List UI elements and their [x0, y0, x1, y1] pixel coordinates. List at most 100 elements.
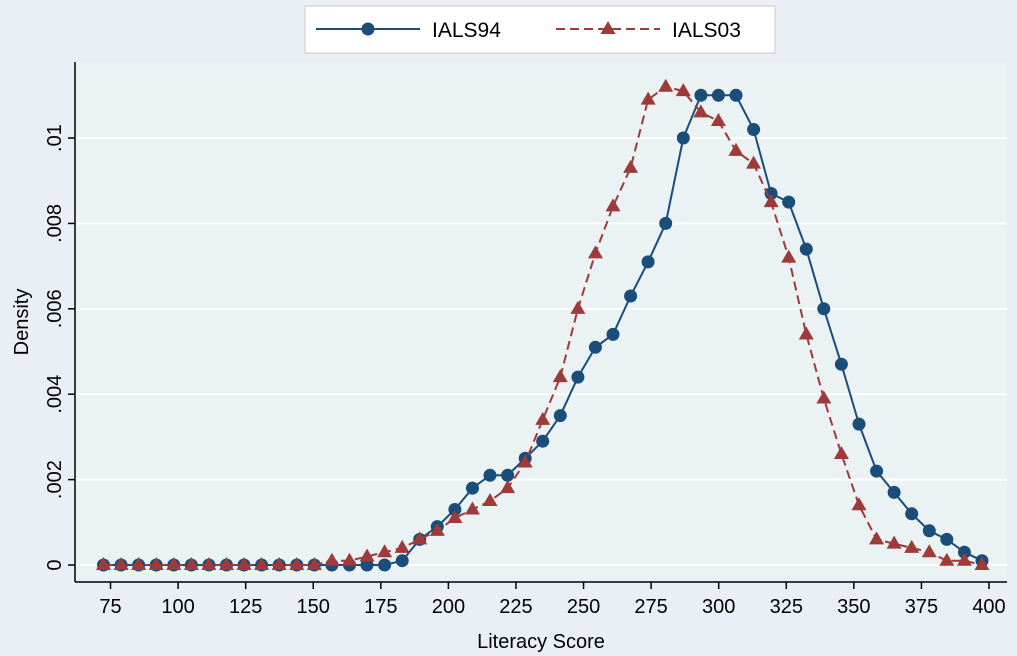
- data-point-ials03: [798, 326, 814, 340]
- data-point-ials94: [466, 481, 479, 495]
- data-point-ials03: [904, 539, 920, 553]
- data-point-ials03: [921, 544, 937, 558]
- data-point-ials03: [218, 557, 234, 570]
- series-line-ials03: [103, 85, 983, 566]
- data-point-ials03: [763, 194, 779, 208]
- x-tick-label: 225: [499, 596, 532, 618]
- data-point-ials94: [483, 468, 497, 482]
- series: [95, 78, 990, 572]
- x-tick-label: 400: [972, 596, 1005, 618]
- legend-label-ials03: IALS03: [672, 19, 741, 42]
- data-point-ials03: [306, 557, 322, 570]
- data-point-ials03: [447, 510, 463, 524]
- data-point-ials03: [166, 557, 182, 570]
- y-tick-label: .006: [44, 289, 66, 328]
- x-tick-label: 300: [702, 596, 735, 618]
- plot-area: [75, 62, 1007, 582]
- x-tick-label: 375: [905, 596, 938, 618]
- data-point-ials03: [693, 104, 709, 118]
- data-point-ials03: [201, 557, 217, 570]
- y-tick-label: .004: [44, 375, 66, 414]
- data-point-ials03: [781, 249, 797, 263]
- data-point-ials03: [359, 548, 375, 562]
- data-point-ials03: [746, 155, 762, 169]
- data-point-ials03: [535, 411, 551, 425]
- data-point-ials94: [501, 468, 515, 482]
- x-tick-label: 175: [364, 596, 397, 618]
- data-point-ials03: [289, 557, 305, 570]
- x-tick-label: 150: [297, 596, 330, 618]
- data-point-ials94: [694, 88, 708, 102]
- x-tick-label: 250: [567, 596, 600, 618]
- data-point-ials03: [324, 552, 340, 566]
- data-point-ials03: [570, 300, 586, 314]
- data-point-ials03: [341, 552, 357, 566]
- y-axis-title: Density: [11, 289, 33, 356]
- data-point-ials03: [623, 159, 639, 173]
- data-point-ials03: [833, 445, 849, 459]
- data-point-ials94: [887, 485, 901, 499]
- data-point-ials03: [728, 142, 744, 156]
- data-point-ials03: [429, 522, 445, 536]
- data-point-ials03: [869, 531, 885, 545]
- data-point-ials03: [254, 557, 270, 570]
- data-point-ials94: [957, 545, 971, 559]
- data-point-ials03: [939, 552, 955, 566]
- data-point-ials94: [799, 242, 813, 256]
- legend: IALS94 IALS03: [304, 5, 776, 54]
- data-point-ials94: [852, 417, 866, 431]
- series-ials03: [95, 78, 990, 570]
- data-point-ials03: [956, 552, 972, 566]
- data-point-ials03: [412, 531, 428, 545]
- x-axis-title: Literacy Score: [477, 631, 605, 653]
- data-point-ials03: [113, 557, 129, 570]
- data-point-ials03: [148, 557, 164, 570]
- data-point-ials03: [552, 369, 568, 383]
- data-point-ials94: [834, 357, 848, 371]
- y-tick-label: 0: [44, 559, 66, 570]
- data-point-ials03: [500, 480, 516, 494]
- data-point-ials03: [816, 390, 832, 404]
- data-point-ials03: [236, 557, 252, 570]
- data-point-ials94: [378, 558, 392, 572]
- data-point-ials03: [131, 557, 147, 570]
- x-tick-label: 125: [229, 596, 262, 618]
- y-tick-label: .01: [44, 124, 66, 152]
- data-point-ials03: [95, 557, 111, 570]
- data-point-ials03: [605, 198, 621, 212]
- x-tick-label: 75: [99, 596, 121, 618]
- data-point-ials94: [553, 409, 567, 423]
- data-point-ials94: [711, 88, 725, 102]
- x-tick-label: 275: [634, 596, 667, 618]
- y-tick-label: .008: [44, 204, 66, 243]
- data-point-ials03: [517, 454, 533, 468]
- legend-marker-ials94: [361, 22, 375, 36]
- legend-marker-ials03: [600, 21, 616, 34]
- data-point-ials03: [482, 492, 498, 506]
- data-point-ials03: [658, 78, 674, 92]
- axes: [74, 62, 1007, 583]
- data-point-ials94: [676, 131, 690, 145]
- data-point-ials03: [183, 557, 199, 570]
- ticks: 0 .002 .004 .006 .008 .01 75 100 125 150 175 200 225…: [44, 124, 1006, 618]
- data-point-ials03: [675, 83, 691, 97]
- data-point-ials94: [905, 507, 919, 521]
- data-point-ials94: [870, 464, 884, 478]
- data-point-ials94: [448, 503, 462, 516]
- data-point-ials03: [587, 245, 603, 259]
- data-point-ials94: [782, 195, 796, 209]
- data-point-ials94: [360, 558, 374, 572]
- data-point-ials03: [710, 112, 726, 126]
- data-point-ials94: [588, 340, 602, 354]
- data-point-ials94: [606, 327, 620, 341]
- data-point-ials03: [377, 544, 393, 558]
- x-tick-label: 200: [432, 596, 465, 618]
- data-point-ials94: [922, 524, 936, 538]
- data-point-ials03: [271, 557, 287, 570]
- y-tick-label: .002: [44, 460, 66, 499]
- x-tick-label: 100: [161, 596, 194, 618]
- data-point-ials94: [571, 370, 585, 384]
- data-point-ials94: [659, 216, 673, 230]
- data-point-ials94: [536, 434, 550, 448]
